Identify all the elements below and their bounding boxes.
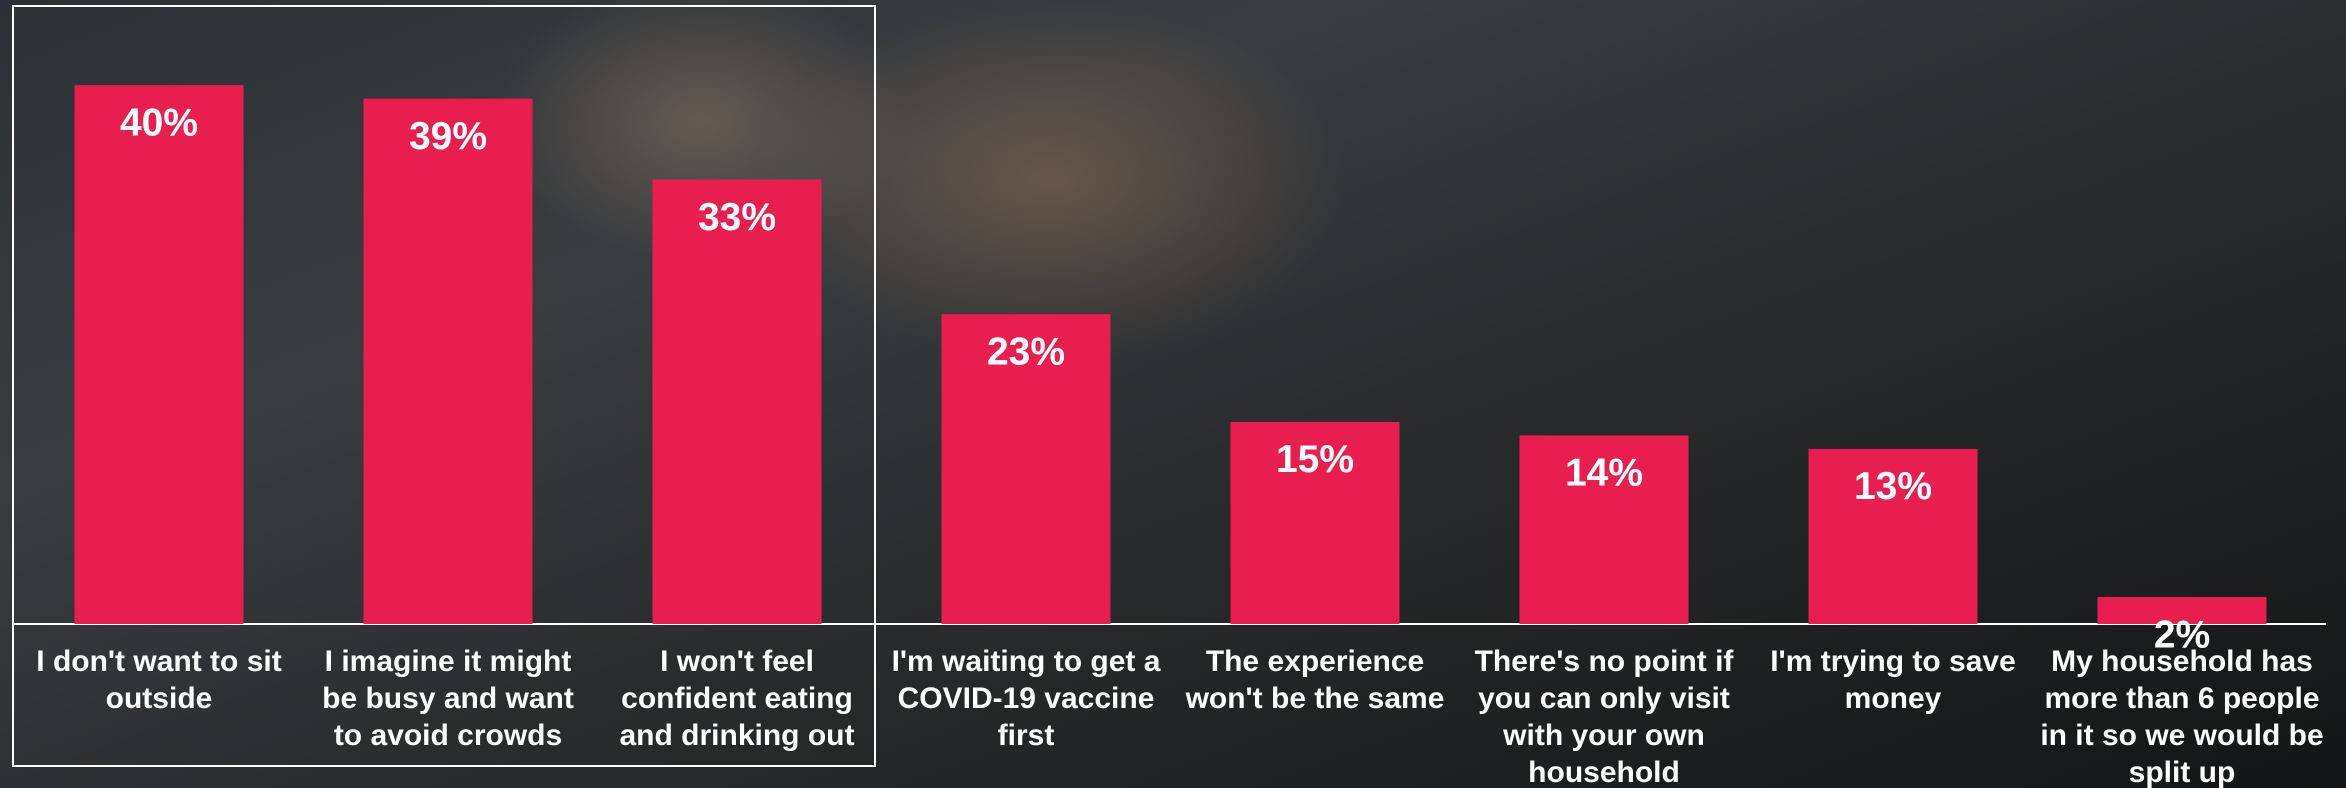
bar bbox=[1519, 435, 1689, 624]
value-label: 13% bbox=[1854, 465, 1932, 508]
category-label: My household has more than 6 people in i… bbox=[2040, 645, 2324, 788]
category-label: The experience won't be the same bbox=[1185, 645, 1445, 715]
bar bbox=[941, 314, 1111, 624]
value-label: 15% bbox=[1276, 438, 1354, 481]
value-label: 39% bbox=[409, 115, 487, 158]
highlight-box bbox=[12, 5, 876, 767]
category-label: I don't want to sit outside bbox=[36, 645, 282, 715]
value-label: 2% bbox=[2154, 613, 2210, 656]
value-label: 14% bbox=[1565, 452, 1643, 495]
category-label: I'm trying to save money bbox=[1770, 645, 2016, 715]
bar bbox=[1230, 421, 1400, 624]
category-label: I'm waiting to get a COVID-19 vaccine fi… bbox=[891, 645, 1161, 752]
category-label: I won't feel confident eating and drinki… bbox=[619, 645, 855, 752]
category-label: There's no point if you can only visit w… bbox=[1474, 645, 1734, 788]
value-label: 33% bbox=[698, 196, 776, 239]
bar bbox=[652, 179, 822, 625]
value-label: 40% bbox=[120, 101, 198, 144]
bar bbox=[363, 98, 533, 625]
bar bbox=[74, 85, 244, 624]
category-label: I imagine it might be busy and want to a… bbox=[322, 645, 574, 752]
value-label: 23% bbox=[987, 330, 1065, 373]
bar bbox=[2097, 597, 2267, 624]
bar bbox=[1808, 448, 1978, 624]
